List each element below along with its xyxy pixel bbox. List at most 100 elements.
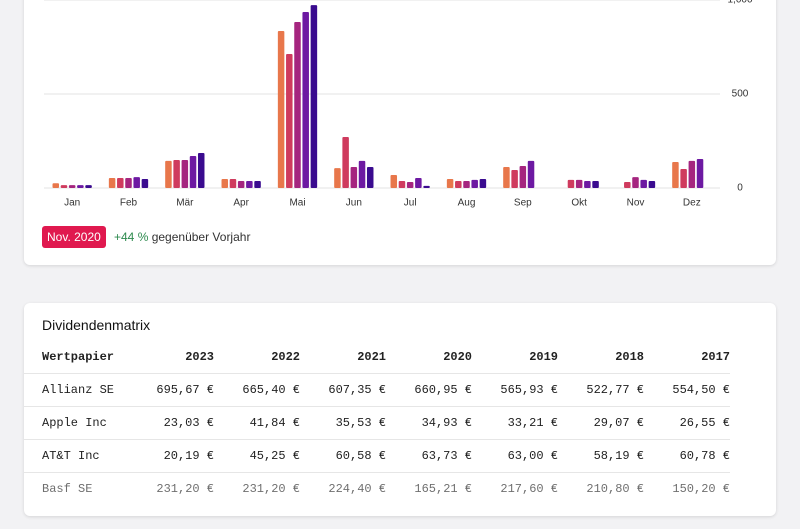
value-cell: 210,80 €: [558, 472, 644, 505]
header-cell: 2021: [357, 350, 386, 364]
header-cell: 2023: [185, 350, 214, 364]
bar: [423, 185, 430, 188]
value-cell: 41,84 €: [214, 406, 300, 440]
bar: [415, 178, 422, 188]
value-cell: 63,00 €: [472, 439, 558, 473]
bar: [133, 177, 140, 188]
bar: [294, 21, 301, 188]
bar: [350, 166, 358, 188]
value-cell: 217,60 €: [472, 472, 558, 505]
header-cell: 2022: [271, 350, 300, 364]
value-cell: 33,21 €: [472, 406, 558, 440]
x-tick-label: Aug: [458, 198, 476, 209]
value-cell: 165,21 €: [386, 472, 472, 505]
x-tick-label: Feb: [120, 198, 138, 209]
security-cell: Basf SE: [24, 472, 128, 505]
table-card: Dividendenmatrix Wertpapier 2023 2022 2021 2…: [24, 303, 776, 516]
bar: [229, 178, 237, 188]
value-cell: 60,58 €: [300, 439, 386, 473]
bar: [567, 179, 575, 188]
bar: [197, 153, 205, 188]
bar: [85, 185, 92, 188]
bar: [519, 166, 527, 188]
y-tick-label: 500: [732, 89, 749, 100]
value-cell: 35,53 €: [300, 406, 386, 440]
bar: [181, 159, 189, 188]
header-cell: 2018: [615, 350, 644, 364]
value-cell: 45,25 €: [214, 439, 300, 473]
bar: [302, 12, 309, 189]
header-cell: 2020: [443, 350, 472, 364]
table-row: Basf SE 231,20 €231,20 €224,40 €165,21 €2…: [24, 472, 730, 505]
bar: [68, 185, 76, 188]
value-cell: 665,40 €: [214, 373, 300, 407]
bar: [632, 177, 639, 188]
period-badge[interactable]: Nov. 2020: [42, 226, 106, 248]
x-tick-label: Mai: [289, 198, 305, 209]
bar: [584, 181, 591, 188]
header-cell: Wertpapier: [42, 350, 115, 364]
bar: [696, 159, 704, 188]
value-cell: 26,55 €: [644, 406, 730, 440]
bar: [334, 168, 341, 188]
x-tick-label: Nov: [627, 198, 645, 209]
change-value: +44 %: [114, 230, 149, 244]
change-text: gegenüber Vorjahr: [151, 230, 251, 244]
bar: [52, 183, 60, 188]
bar: [246, 181, 253, 188]
bar: [503, 166, 510, 188]
bar: [108, 178, 116, 188]
value-cell: 58,19 €: [558, 439, 644, 473]
value-cell: 23,03 €: [128, 406, 214, 440]
bar: [77, 185, 84, 188]
bar: [446, 178, 454, 188]
x-tick-label: Jun: [346, 198, 362, 209]
bar: [277, 31, 285, 188]
bar: [310, 5, 318, 188]
bar: [358, 160, 366, 188]
bar: [254, 181, 261, 188]
bar: [575, 179, 583, 188]
x-tick-label: Dez: [683, 198, 701, 209]
bar: [455, 181, 462, 188]
bar: [173, 159, 180, 188]
bar: [117, 178, 124, 188]
bar: [672, 162, 679, 188]
x-tick-label: Apr: [233, 198, 249, 209]
x-tick-label: Jul: [404, 198, 417, 209]
x-tick-label: Okt: [571, 198, 587, 209]
value-cell: 565,93 €: [472, 373, 558, 407]
dividend-table: Wertpapier 2023 2022 2021 2020 2019 2018 2017 Al…: [24, 341, 730, 505]
bar: [648, 181, 656, 188]
bar: [463, 181, 470, 188]
table-row: AT&T Inc 20,19 €45,25 €60,58 €63,73 €63,0…: [24, 439, 730, 473]
chart-card: 0 500 1,000 Jan Feb Mär Apr Mai Jun Jul Aug Sep Okt N…: [24, 0, 776, 265]
value-cell: 695,67 €: [128, 373, 214, 407]
bar: [141, 178, 149, 188]
value-cell: 554,50 €: [644, 373, 730, 407]
bar: [688, 160, 696, 188]
bar: [680, 169, 687, 188]
x-tick-label: Jan: [64, 198, 80, 209]
bar: [406, 181, 414, 188]
table-row: Apple Inc 23,03 €41,84 €35,53 €34,93 €33,…: [24, 406, 730, 440]
header-row: Wertpapier 2023 2022 2021 2020 2019 2018 2017: [24, 341, 730, 374]
bar: [390, 175, 398, 188]
bar: [286, 53, 293, 189]
bar: [366, 166, 374, 188]
value-cell: 522,77 €: [558, 373, 644, 407]
bar: [479, 178, 487, 188]
bar: [125, 178, 132, 188]
value-cell: 231,20 €: [214, 472, 300, 505]
bar: [471, 179, 478, 188]
y-tick-label: 1,000: [727, 0, 752, 6]
value-cell: 224,40 €: [300, 472, 386, 505]
chart: 0 500 1,000 Jan Feb Mär Apr Mai Jun Jul Aug Sep Okt N…: [44, 0, 753, 209]
table-row: Allianz SE 695,67 €665,40 €607,35 €660,95…: [24, 373, 730, 407]
value-cell: 34,93 €: [386, 406, 472, 440]
table-title: Dividendenmatrix: [42, 317, 151, 333]
bar: [527, 160, 535, 188]
bar: [165, 160, 172, 188]
value-cell: 60,78 €: [644, 439, 730, 473]
